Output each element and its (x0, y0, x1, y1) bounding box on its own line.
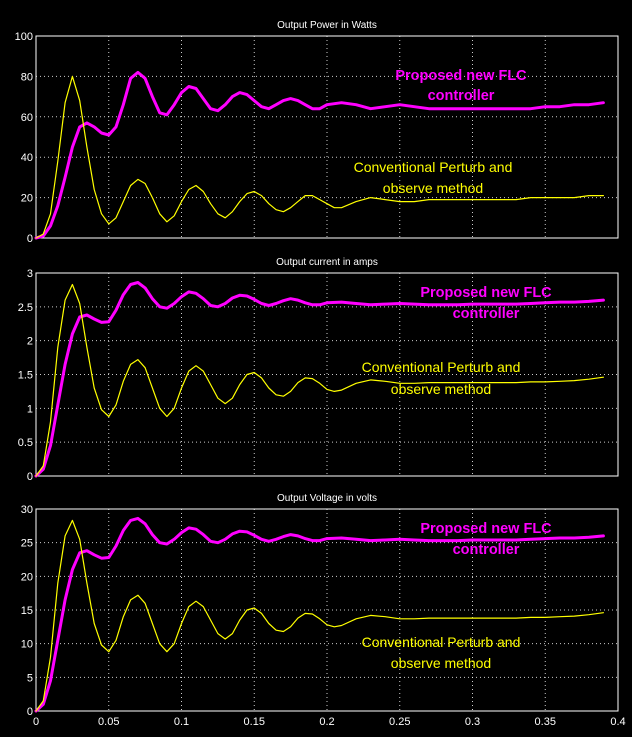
x-tick-label: 0.35 (535, 716, 556, 728)
panel-3: Output Voltage in volts 0 5 10 15 20 25 30 0 0.05… (21, 493, 626, 728)
series-line-perturb-observe (35, 75, 605, 239)
annotation-flc-line2: controller (428, 88, 495, 104)
y-tick-label: 80 (21, 71, 33, 83)
series-line-perturb-observe (35, 519, 605, 712)
annotation-po-line2: observe method (391, 655, 491, 671)
panel-title: Output current in amps (276, 257, 378, 268)
y-tick-label: 2.5 (18, 302, 33, 314)
annotation-po-line2: observe method (383, 180, 483, 196)
series-line-flc (34, 516, 605, 713)
x-tick-label: 0.1 (174, 716, 189, 728)
annotation-po-line1: Conventional Perturb and (362, 359, 521, 375)
annotation-po-line2: observe method (391, 381, 491, 397)
annotation-po-line1: Conventional Perturb and (354, 159, 513, 175)
series-line-perturb-observe (35, 283, 605, 477)
y-tick-label: 0 (27, 706, 33, 718)
annotation-po-line1: Conventional Perturb and (362, 634, 521, 650)
panel-2: Output current in amps 0 0.5 1 1.5 2 2.5 3 Propo… (18, 257, 619, 483)
y-tick-label: 3 (27, 268, 33, 280)
y-tick-label: 2 (27, 336, 33, 348)
x-tick-label: 0.15 (244, 716, 265, 728)
x-tick-label: 0.3 (465, 716, 480, 728)
series-line-flc (34, 281, 605, 478)
annotation-flc-line1: Proposed new FLC (420, 521, 552, 537)
y-tick-label: 1 (27, 403, 33, 415)
panel-title: Output Voltage in volts (277, 493, 377, 504)
annotation-flc-line2: controller (453, 542, 520, 558)
x-tick-label: 0.05 (98, 716, 119, 728)
x-tick-label: 0.25 (389, 716, 410, 728)
y-tick-label: 1.5 (18, 370, 33, 382)
y-tick-label: 20 (21, 571, 33, 583)
y-tick-label: 60 (21, 112, 33, 124)
y-tick-label: 20 (21, 193, 33, 205)
annotation-flc-line2: controller (453, 306, 520, 322)
panel-1: Output Power in Watts 0 20 40 60 80 100 Propose… (15, 20, 619, 245)
annotation-flc-line1: Proposed new FLC (420, 285, 552, 301)
x-tick-label: 0 (33, 716, 39, 728)
x-tick-label: 0.2 (319, 716, 334, 728)
y-tick-label: 0 (27, 471, 33, 483)
y-tick-label: 100 (15, 31, 33, 43)
y-tick-label: 40 (21, 152, 33, 164)
panel-title: Output Power in Watts (277, 20, 377, 31)
x-tick-label: 0.4 (610, 716, 625, 728)
y-tick-label: 25 (21, 538, 33, 550)
y-tick-label: 0 (27, 233, 33, 245)
series-line-flc (34, 70, 605, 240)
y-tick-label: 0.5 (18, 437, 33, 449)
annotation-flc-line1: Proposed new FLC (395, 68, 527, 84)
y-tick-label: 30 (21, 504, 33, 516)
y-tick-label: 10 (21, 639, 33, 651)
y-tick-label: 5 (27, 672, 33, 684)
y-tick-label: 15 (21, 605, 33, 617)
